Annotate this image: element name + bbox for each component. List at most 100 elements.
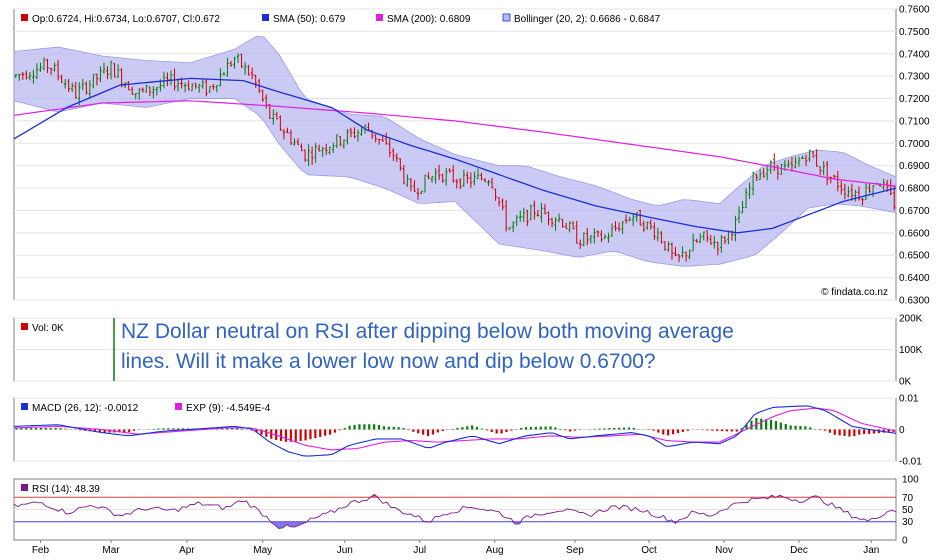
macd-tick-label: 0	[899, 425, 905, 436]
candlestick	[663, 241, 667, 251]
rsi-oversold-fill	[515, 521, 520, 525]
candlestick	[254, 74, 257, 88]
candlestick	[353, 127, 356, 139]
candlestick	[857, 186, 861, 201]
candlestick	[670, 242, 674, 260]
candlestick	[176, 78, 180, 92]
candlestick	[688, 249, 691, 260]
candlestick	[21, 72, 25, 80]
candlestick	[649, 219, 653, 230]
candlestick	[127, 81, 130, 91]
candlestick	[540, 202, 543, 223]
candlestick	[444, 168, 448, 186]
x-axis: Feb Mar Apr May Jun Jul Aug Sep Oct Nov Dec Jan	[32, 540, 879, 556]
candlestick	[508, 226, 511, 230]
macd-y-axis: 0.01 0 -0.01	[899, 394, 922, 468]
candlestick	[399, 158, 402, 171]
candlestick	[342, 139, 346, 149]
candlestick	[102, 62, 106, 74]
candlestick	[847, 186, 850, 198]
ohlc-legend-label: Op:0.6724, Hi:0.6734, Lo:0.6707, Cl:0.67…	[32, 14, 220, 25]
candlestick	[25, 70, 28, 80]
candlestick	[543, 203, 547, 215]
candlestick	[515, 215, 519, 227]
candlestick	[335, 134, 339, 149]
candlestick	[603, 234, 607, 240]
candlestick	[106, 66, 109, 80]
candlestick	[113, 63, 116, 78]
candlestick	[734, 215, 737, 242]
x-tick-label: Feb	[32, 545, 50, 556]
candlestick	[561, 218, 564, 228]
candlestick	[53, 62, 56, 72]
macd-tick-label: -0.01	[899, 457, 922, 468]
candlestick	[60, 74, 63, 83]
candlestick	[818, 166, 822, 175]
candlestick	[81, 78, 85, 91]
sma50-legend-swatch	[262, 14, 269, 21]
candlestick	[501, 198, 504, 211]
price-tick-label: 0.6700	[899, 206, 930, 217]
candlestick	[628, 216, 631, 222]
candlestick	[787, 159, 790, 168]
candlestick	[14, 74, 18, 78]
bollinger-band	[13, 35, 897, 267]
candlestick	[384, 132, 388, 145]
candlestick	[702, 231, 706, 241]
candlestick	[197, 83, 201, 93]
annotation-line-1: NZ Dollar neutral on RSI after dipping b…	[121, 320, 734, 343]
candlestick	[88, 80, 92, 99]
candlestick	[822, 160, 825, 176]
candlestick	[303, 149, 307, 162]
candlestick	[466, 171, 469, 184]
volume-legend-swatch	[21, 323, 28, 330]
candlestick	[744, 187, 748, 209]
candlestick	[331, 142, 335, 154]
candlestick	[455, 178, 459, 189]
candlestick	[120, 68, 123, 88]
candlestick	[748, 182, 751, 199]
candlestick	[458, 178, 462, 189]
candlestick	[406, 174, 409, 187]
candlestick	[487, 179, 490, 186]
candlestick	[243, 62, 247, 75]
candlestick	[631, 214, 635, 227]
candlestick	[589, 235, 593, 244]
candlestick	[582, 232, 586, 247]
candlestick	[801, 155, 804, 159]
candlestick	[494, 188, 497, 201]
price-tick-label: 0.6600	[899, 228, 930, 239]
x-tick-label: Aug	[486, 545, 504, 556]
rsi-grid	[14, 496, 896, 523]
candlestick	[39, 62, 42, 72]
price-tick-label: 0.7100	[899, 116, 930, 127]
candlestick	[201, 78, 205, 89]
candlestick	[518, 210, 522, 222]
volume-y-axis: 200K 100K 0K	[899, 314, 923, 388]
rsi-content	[13, 493, 897, 529]
sma50-line	[13, 77, 897, 234]
candlestick	[109, 60, 113, 80]
x-tick-label: Oct	[641, 545, 657, 556]
candlestick	[233, 56, 236, 69]
candlestick	[152, 86, 155, 99]
candlestick	[420, 190, 423, 195]
volume-legend-label: Vol: 0K	[32, 323, 64, 334]
candlestick	[593, 228, 596, 244]
candlestick	[480, 172, 483, 181]
candlestick	[46, 58, 49, 73]
candlestick	[698, 233, 702, 244]
candlestick	[268, 104, 272, 119]
candlestick	[762, 167, 765, 178]
x-tick-label: Jun	[337, 545, 353, 556]
candlestick	[483, 178, 487, 183]
volume-tick-label: 200K	[899, 314, 923, 325]
candlestick	[765, 165, 769, 181]
candlestick	[469, 172, 473, 188]
candlestick	[677, 254, 681, 263]
candlestick	[194, 82, 197, 89]
rsi-line	[13, 493, 897, 529]
candlestick	[208, 86, 212, 93]
rsi-legend-swatch	[21, 484, 28, 491]
